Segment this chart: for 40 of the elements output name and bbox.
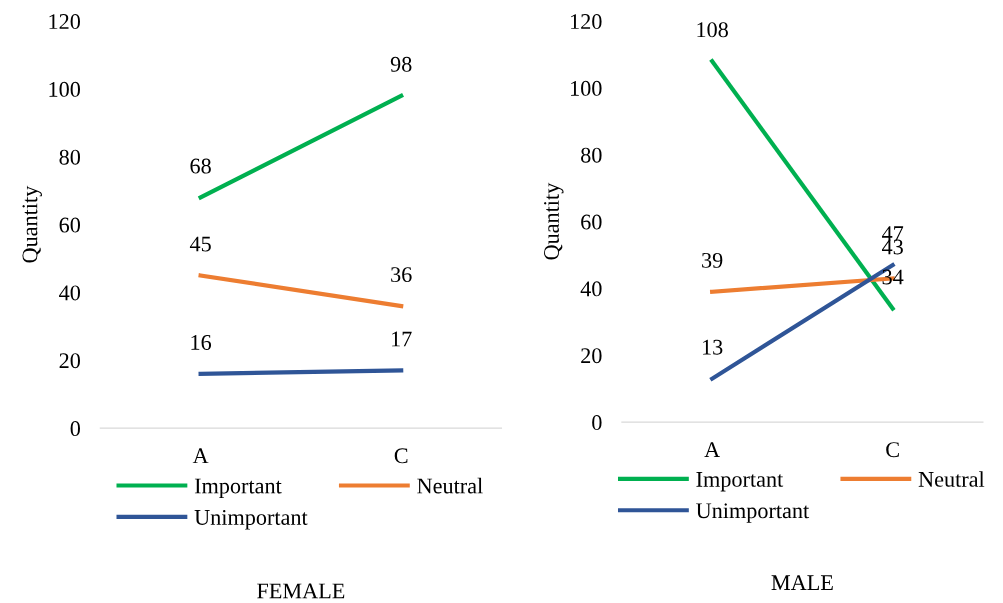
data-label: 43	[881, 239, 903, 255]
x-tick-label: A	[704, 442, 720, 457]
y-tick-label: 80	[59, 149, 81, 165]
y-tick-label: 120	[571, 14, 602, 30]
legend-label: Neutral	[417, 477, 483, 494]
y-axis-title: Quantity	[544, 182, 564, 260]
y-axis-title: Quantity	[22, 185, 42, 263]
data-label: 34	[882, 269, 904, 285]
x-tick-label: C	[886, 442, 899, 458]
data-label: 108	[697, 22, 728, 38]
y-tick-label: 0	[592, 415, 602, 431]
text: MALE	[771, 575, 833, 590]
data-label: 36	[391, 267, 412, 283]
data-label: 13	[702, 339, 723, 355]
y-tick-label: 60	[59, 217, 81, 233]
legend-label: Important	[194, 478, 282, 499]
data-label: 45	[189, 236, 211, 252]
y-tick-label: 100	[49, 81, 81, 97]
y-tick-label: 60	[581, 214, 602, 230]
y-tick-label: 0	[70, 421, 81, 437]
y-tick-label: 20	[581, 348, 602, 364]
data-label: 68	[190, 158, 211, 174]
y-tick-label: 120	[49, 14, 81, 30]
data-label: 39	[702, 252, 723, 268]
y-tick-label: 80	[581, 147, 602, 163]
text: FEMALE	[257, 583, 345, 599]
data-label: 16	[191, 334, 212, 350]
data-label: 17	[392, 331, 412, 347]
data-label: 98	[390, 56, 412, 72]
legend-label: Unimportant	[194, 509, 308, 530]
x-tick-label: C	[394, 448, 408, 464]
x-tick-label: A	[192, 448, 209, 463]
legend-label: Neutral	[918, 471, 985, 487]
legend-label: Important	[696, 472, 784, 492]
y-tick-label: 100	[571, 80, 602, 96]
y-tick-label: 40	[580, 281, 602, 297]
legend-label: Unimportant	[696, 503, 810, 523]
data-label: 47	[881, 226, 904, 241]
y-tick-label: 40	[59, 285, 81, 301]
y-tick-label: 20	[59, 353, 81, 369]
